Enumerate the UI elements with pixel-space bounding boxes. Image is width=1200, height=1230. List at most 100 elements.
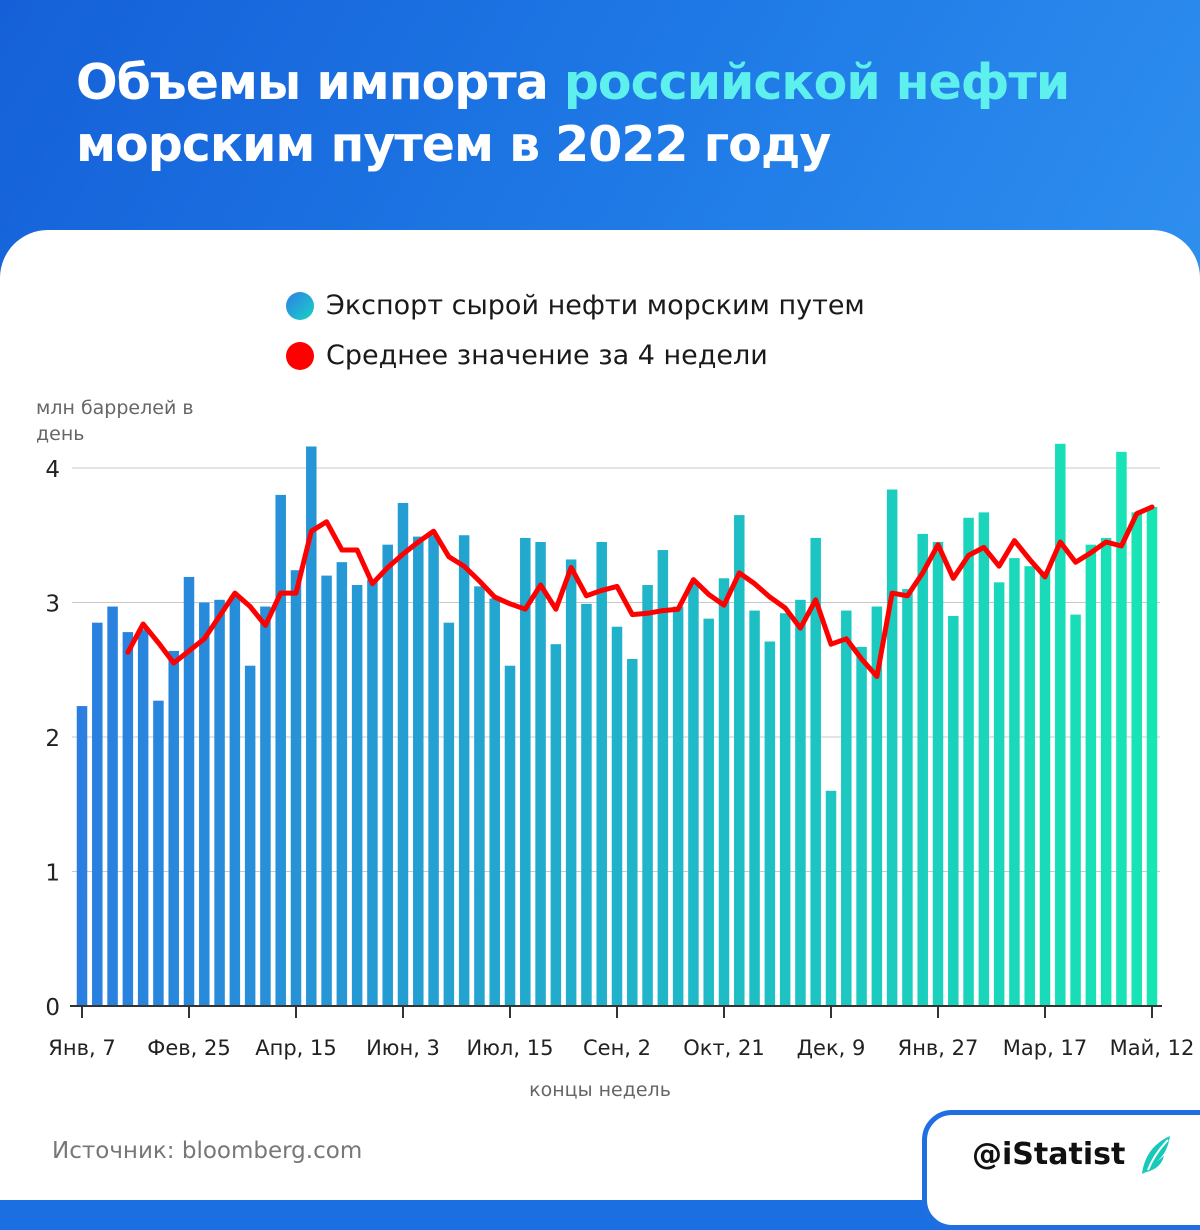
bar <box>1009 558 1020 1006</box>
source-note: Источник: bloomberg.com <box>52 1138 363 1164</box>
bar <box>764 641 776 1006</box>
bar <box>917 533 928 1006</box>
legend-swatch-bars <box>286 292 314 320</box>
bar <box>428 535 439 1006</box>
bar <box>107 606 118 1006</box>
bar <box>657 550 669 1006</box>
bar <box>183 576 195 1006</box>
bar <box>565 559 577 1006</box>
x-tick-label: Май, 12 <box>1110 1036 1195 1060</box>
bar <box>306 446 317 1007</box>
bar <box>1116 451 1127 1006</box>
bar <box>825 790 837 1006</box>
axes-group: 0 1 2 3 4 Янв, 7 Фев, 25 Апр, 15 Июн, 3 Июл, 15 Се… <box>45 457 1194 1060</box>
bar <box>413 536 424 1006</box>
bar <box>244 665 256 1006</box>
x-tick-label: Июл, 15 <box>467 1036 554 1060</box>
bar <box>275 494 286 1006</box>
bar <box>596 541 607 1006</box>
bar <box>779 613 791 1006</box>
bar <box>1100 537 1112 1006</box>
bar <box>1024 566 1035 1006</box>
bar <box>871 606 883 1006</box>
bar <box>978 512 990 1006</box>
x-tick-label: Окт, 21 <box>683 1036 765 1060</box>
bar <box>321 575 332 1006</box>
bar <box>290 570 302 1006</box>
bar <box>581 603 592 1006</box>
bars-group <box>76 443 1158 1007</box>
bar <box>1055 443 1066 1006</box>
y-tick-label: 1 <box>45 861 60 887</box>
y-tick-label: 0 <box>45 995 60 1021</box>
bar <box>672 606 684 1006</box>
y-axis-title: млн баррелей в день <box>36 397 194 445</box>
x-tick-label: Апр, 15 <box>255 1036 337 1060</box>
bar <box>443 622 455 1006</box>
brand-handle[interactable]: @iStatist <box>972 1137 1126 1172</box>
bar <box>948 615 959 1006</box>
bar <box>932 541 944 1006</box>
leaf-logo-icon <box>1142 1136 1170 1174</box>
bar <box>351 585 363 1006</box>
bar <box>810 537 821 1006</box>
legend-label-exports: Экспорт сырой нефти морским путем <box>326 290 865 321</box>
bar <box>550 644 562 1006</box>
bar <box>1085 544 1097 1006</box>
bar <box>749 610 760 1006</box>
x-axis-title: концы недель <box>529 1079 671 1101</box>
title-part1: Объемы импорта <box>76 54 564 111</box>
bar <box>458 535 470 1006</box>
bar <box>199 602 210 1006</box>
bar <box>611 626 623 1006</box>
bar <box>397 502 409 1006</box>
page-title: Объемы импорта российской нефти морским п… <box>76 52 1070 176</box>
average-line <box>125 504 1155 679</box>
bar <box>92 622 103 1006</box>
bar <box>214 599 225 1006</box>
y-tick-label: 2 <box>45 726 60 752</box>
title-highlight: российской нефти <box>563 54 1070 111</box>
x-tick-label: Дек, 9 <box>797 1036 866 1060</box>
bar <box>841 610 852 1006</box>
bar <box>260 606 271 1006</box>
bar <box>795 599 806 1006</box>
bar <box>535 541 546 1006</box>
x-tick-label: Янв, 27 <box>898 1036 979 1060</box>
bar <box>734 515 745 1006</box>
bar <box>168 650 179 1006</box>
x-tick-label: Июн, 3 <box>366 1036 440 1060</box>
bar <box>856 646 867 1006</box>
bar <box>520 537 531 1006</box>
y-tick-label: 3 <box>45 592 60 618</box>
bar <box>137 629 149 1006</box>
bar <box>627 658 638 1006</box>
y-tick-label: 4 <box>45 457 60 483</box>
x-tick-label: Янв, 7 <box>48 1036 115 1060</box>
bar <box>153 700 164 1006</box>
bar <box>703 618 714 1006</box>
average-line-group <box>125 504 1155 679</box>
bar <box>902 589 913 1006</box>
x-tick-label: Сен, 2 <box>583 1036 651 1060</box>
bar <box>1039 571 1051 1006</box>
x-tick-label: Мар, 17 <box>1003 1036 1087 1060</box>
bar <box>504 665 516 1006</box>
bar <box>642 585 653 1006</box>
bar <box>336 562 348 1006</box>
bar <box>963 517 974 1006</box>
bar <box>76 706 88 1006</box>
bar <box>688 583 699 1006</box>
bar <box>367 579 378 1006</box>
bar <box>229 595 241 1006</box>
bar <box>886 489 898 1006</box>
bar <box>1070 614 1081 1006</box>
bar <box>993 582 1005 1006</box>
bar <box>1131 512 1142 1006</box>
bar <box>489 598 500 1006</box>
legend-swatch-line <box>286 342 314 370</box>
title-part2: морским путем в 2022 году <box>76 116 831 173</box>
bar <box>474 586 485 1006</box>
bar <box>1146 507 1158 1006</box>
x-tick-label: Фев, 25 <box>147 1036 230 1060</box>
